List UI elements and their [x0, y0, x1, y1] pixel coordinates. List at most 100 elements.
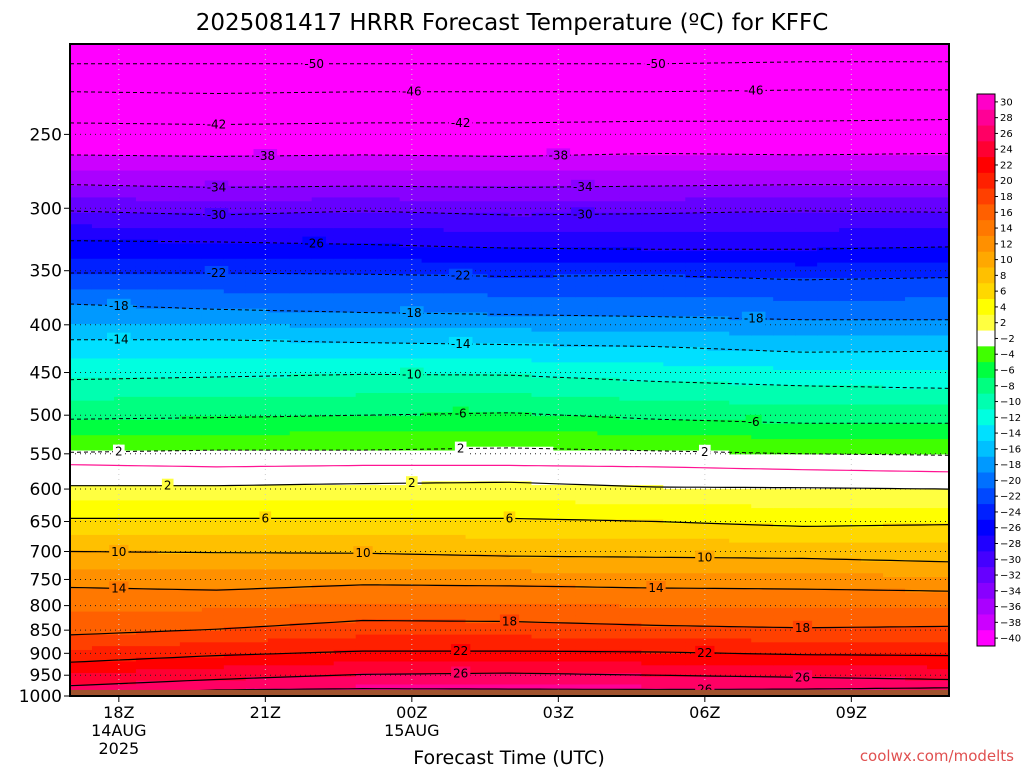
temperature-cell — [619, 534, 642, 540]
temperature-cell — [245, 676, 269, 682]
temperature-cell — [399, 580, 423, 586]
temperature-cell — [597, 672, 620, 678]
temperature-cell — [377, 331, 401, 337]
temperature-cell — [465, 293, 489, 298]
temperature-cell — [399, 607, 423, 613]
temperature-cell — [421, 109, 445, 114]
temperature-cell — [487, 588, 511, 594]
temperature-cell — [311, 51, 335, 57]
temperature-cell — [663, 366, 686, 371]
temperature-cell — [619, 584, 642, 590]
temperature-cell — [289, 561, 313, 567]
temperature-cell — [707, 136, 730, 141]
temperature-cell — [377, 442, 401, 448]
temperature-cell — [91, 534, 115, 540]
temperature-cell — [135, 235, 159, 241]
temperature-cell — [70, 170, 93, 175]
temperature-cell — [443, 469, 467, 475]
temperature-cell — [289, 531, 313, 536]
temperature-cell — [465, 672, 489, 678]
temperature-cell — [553, 527, 577, 532]
temperature-cell — [377, 327, 401, 333]
temperature-cell — [641, 596, 664, 601]
temperature-cell — [663, 293, 686, 298]
temperature-cell — [641, 615, 664, 620]
temperature-cell — [179, 243, 203, 248]
temperature-cell — [223, 511, 247, 517]
temperature-cell — [597, 623, 620, 628]
temperature-cell — [311, 170, 335, 175]
temperature-cell — [267, 151, 291, 156]
temperature-cell — [531, 657, 555, 663]
temperature-cell — [355, 320, 379, 325]
temperature-cell — [487, 431, 511, 436]
temperature-cell — [91, 423, 115, 429]
temperature-cell — [91, 477, 115, 482]
temperature-cell — [201, 47, 225, 53]
temperature-cell — [377, 600, 401, 605]
temperature-cell — [465, 289, 489, 294]
temperature-cell — [531, 235, 555, 241]
temperature-cell — [135, 139, 159, 145]
temperature-cell — [443, 300, 467, 306]
temperature-cell — [553, 281, 577, 287]
temperature-cell — [399, 343, 423, 348]
temperature-cell — [487, 239, 511, 245]
temperature-cell — [421, 162, 445, 168]
temperature-cell — [113, 350, 137, 356]
temperature-cell — [487, 185, 511, 191]
temperature-cell — [443, 661, 467, 666]
temperature-cell — [91, 676, 115, 682]
temperature-cell — [597, 442, 620, 448]
temperature-cell — [289, 600, 313, 605]
temperature-cell — [509, 611, 533, 617]
temperature-cell — [553, 370, 577, 375]
temperature-cell — [443, 101, 467, 106]
temperature-cell — [641, 335, 664, 340]
temperature-cell — [245, 109, 269, 114]
temperature-cell — [201, 82, 225, 87]
temperature-cell — [553, 366, 577, 371]
temperature-cell — [421, 684, 445, 689]
temperature-cell — [509, 86, 533, 91]
temperature-cell — [289, 231, 313, 237]
temperature-cell — [487, 189, 511, 195]
temperature-cell — [553, 569, 577, 574]
temperature-cell — [421, 362, 445, 367]
temperature-cell — [487, 143, 511, 149]
temperature-cell — [597, 600, 620, 605]
temperature-cell — [267, 182, 291, 187]
temperature-cell — [443, 350, 467, 356]
temperature-cell — [619, 439, 642, 444]
temperature-cell — [245, 492, 269, 498]
temperature-cell — [531, 465, 555, 471]
temperature-cell — [333, 216, 357, 222]
temperature-cell — [641, 327, 664, 333]
temperature-cell — [355, 105, 379, 110]
temperature-cell — [70, 320, 93, 325]
temperature-cell — [487, 277, 511, 283]
temperature-cell — [663, 82, 686, 87]
temperature-cell — [289, 274, 313, 279]
temperature-cell — [201, 427, 225, 432]
temperature-cell — [575, 228, 598, 233]
temperature-cell — [135, 465, 159, 471]
temperature-cell — [421, 385, 445, 390]
temperature-cell — [179, 389, 203, 394]
temperature-cell — [399, 220, 423, 225]
temperature-cell — [333, 565, 357, 571]
temperature-cell — [443, 205, 467, 210]
temperature-cell — [685, 143, 708, 149]
temperature-cell — [289, 546, 313, 551]
temperature-cell — [443, 262, 467, 268]
temperature-cell — [311, 47, 335, 53]
temperature-cell — [509, 193, 533, 199]
temperature-cell — [597, 427, 620, 432]
temperature-cell — [663, 665, 686, 670]
temperature-cell — [201, 370, 225, 375]
temperature-cell — [113, 346, 137, 352]
temperature-cell — [487, 251, 511, 256]
temperature-cell — [707, 51, 730, 57]
temperature-cell — [113, 197, 137, 202]
temperature-cell — [619, 634, 642, 640]
